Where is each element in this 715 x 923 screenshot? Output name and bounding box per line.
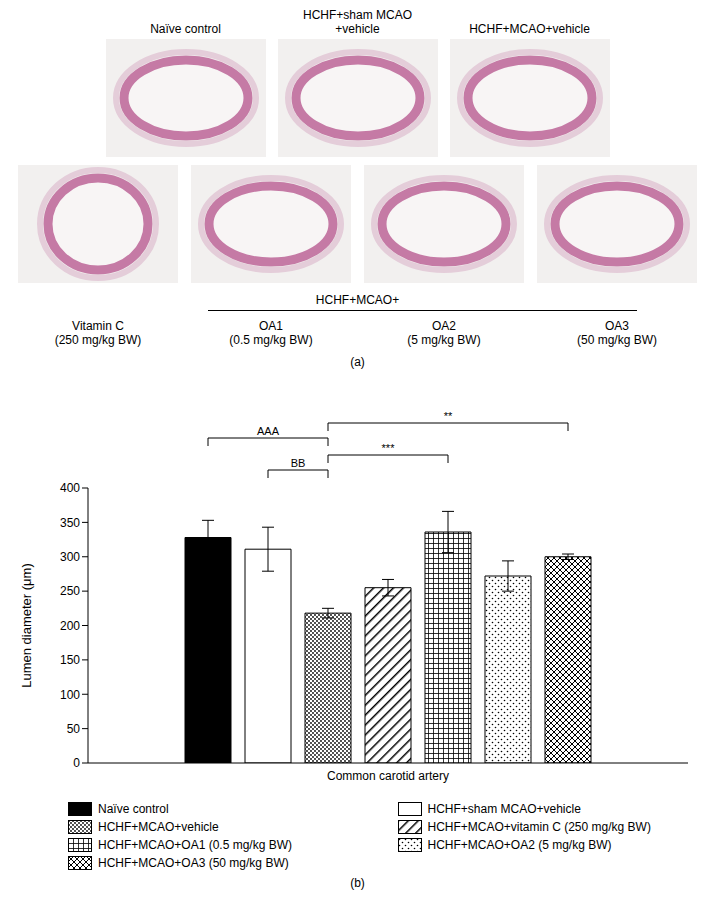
svg-text:350: 350 — [60, 516, 80, 530]
html-text:Vitamin C: Vitamin C — [72, 319, 124, 333]
html-text:(250 mg/kg BW): (250 mg/kg BW) — [54, 333, 142, 347]
html-text:Naïve control: Naïve control — [150, 22, 221, 36]
html-text:HCHF+sham MCAO: HCHF+sham MCAO — [303, 8, 412, 22]
svg-text:Common carotid artery: Common carotid artery — [327, 769, 449, 783]
svg-text:0: 0 — [73, 756, 80, 770]
svg-text:50: 50 — [67, 722, 81, 736]
html-text:(a): (a) — [350, 355, 365, 369]
svg-text:300: 300 — [60, 550, 80, 564]
html-text:HCHF+MCAO+vehicle: HCHF+MCAO+vehicle — [469, 22, 590, 36]
html-text:(50 mg/kg BW): (50 mg/kg BW) — [577, 333, 657, 347]
svg-text:***: *** — [382, 442, 396, 454]
html-text:HCHF+MCAO+OA1 (0.5 mg/kg BW): HCHF+MCAO+OA1 (0.5 mg/kg BW) — [98, 838, 292, 852]
html-text:HCHF+MCAO+OA3 (50 mg/kg BW): HCHF+MCAO+OA3 (50 mg/kg BW) — [98, 856, 289, 870]
svg-text:250: 250 — [60, 584, 80, 598]
svg-text:150: 150 — [60, 653, 80, 667]
html-text:HCHF+MCAO+: HCHF+MCAO+ — [315, 293, 400, 307]
html-text:(0.5 mg/kg BW): (0.5 mg/kg BW) — [229, 333, 313, 347]
svg-text:100: 100 — [60, 688, 80, 702]
html-text:(b): (b) — [350, 876, 365, 890]
html-text:HCHF+sham MCAO+vehicle: HCHF+sham MCAO+vehicle — [427, 802, 581, 816]
html-text:OA2: OA2 — [432, 319, 456, 333]
html-text:+vehicle: +vehicle — [335, 22, 380, 36]
svg-text:200: 200 — [60, 619, 80, 633]
html-text:OA1: OA1 — [259, 319, 283, 333]
svg-text:Lumen diameter (μm): Lumen diameter (μm) — [19, 563, 34, 688]
html-text:HCHF+MCAO+vitamin C (250 mg/kg: HCHF+MCAO+vitamin C (250 mg/kg BW) — [427, 820, 651, 834]
html-text:HCHF+MCAO+vehicle: HCHF+MCAO+vehicle — [98, 820, 219, 834]
svg-text:AAA: AAA — [257, 425, 280, 437]
html-text:OA3: OA3 — [605, 319, 629, 333]
html-text:(5 mg/kg BW): (5 mg/kg BW) — [407, 333, 481, 347]
html-text:HCHF+MCAO+OA2 (5 mg/kg BW): HCHF+MCAO+OA2 (5 mg/kg BW) — [427, 838, 612, 852]
svg-text:400: 400 — [60, 481, 80, 495]
html-text:Naïve control: Naïve control — [98, 802, 169, 816]
svg-text:**: ** — [444, 410, 453, 422]
svg-text:BB: BB — [291, 457, 306, 469]
